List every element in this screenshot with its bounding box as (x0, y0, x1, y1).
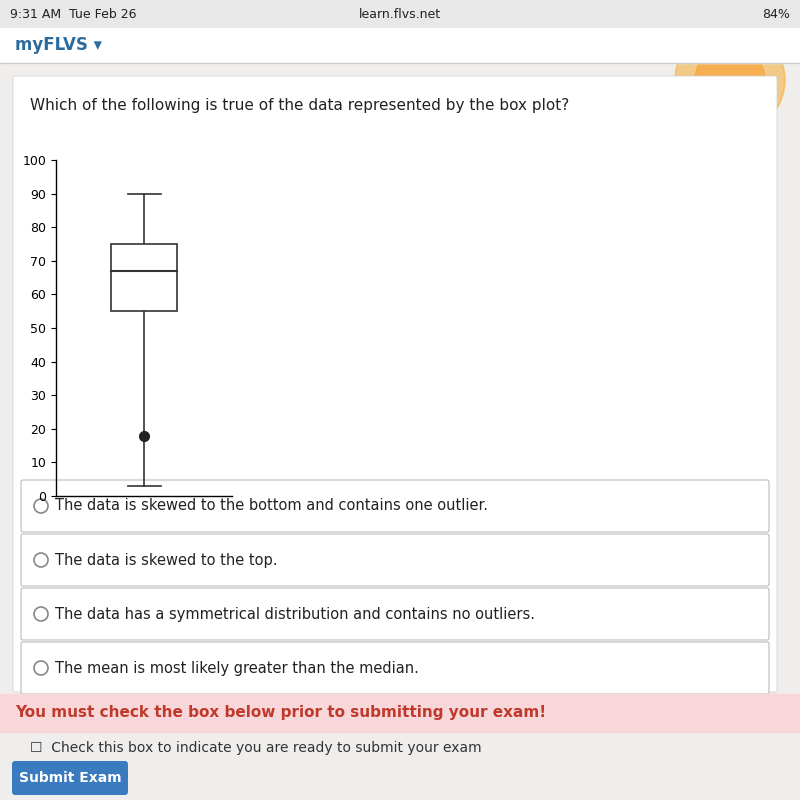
Bar (0, 694, 800, 732)
Text: myFLVS ▾: myFLVS ▾ (15, 37, 102, 54)
Circle shape (675, 25, 785, 135)
Text: The data has a symmetrical distribution and contains no outliers.: The data has a symmetrical distribution … (55, 606, 535, 622)
FancyBboxPatch shape (21, 534, 769, 586)
Circle shape (695, 45, 765, 115)
Text: The data is skewed to the bottom and contains one outlier.: The data is skewed to the bottom and con… (55, 498, 488, 514)
FancyBboxPatch shape (21, 642, 769, 694)
Bar (0, 0, 800, 28)
Text: learn.flvs.net: learn.flvs.net (359, 7, 441, 21)
Bar (0, 28, 800, 63)
Text: You must check the box below prior to submitting your exam!: You must check the box below prior to su… (15, 706, 546, 721)
Text: 84%: 84% (762, 7, 790, 21)
FancyBboxPatch shape (21, 588, 769, 640)
Text: 9:31 AM  Tue Feb 26: 9:31 AM Tue Feb 26 (10, 7, 137, 21)
Text: The data is skewed to the top.: The data is skewed to the top. (55, 553, 278, 567)
FancyBboxPatch shape (13, 76, 777, 692)
FancyBboxPatch shape (12, 761, 128, 795)
FancyBboxPatch shape (21, 480, 769, 532)
Bar (111, 244, 177, 311)
Text: ☐  Check this box to indicate you are ready to submit your exam: ☐ Check this box to indicate you are rea… (30, 741, 482, 755)
Text: Submit Exam: Submit Exam (18, 771, 122, 785)
Text: Which of the following is true of the data represented by the box plot?: Which of the following is true of the da… (30, 98, 570, 113)
Text: The mean is most likely greater than the median.: The mean is most likely greater than the… (55, 661, 419, 675)
